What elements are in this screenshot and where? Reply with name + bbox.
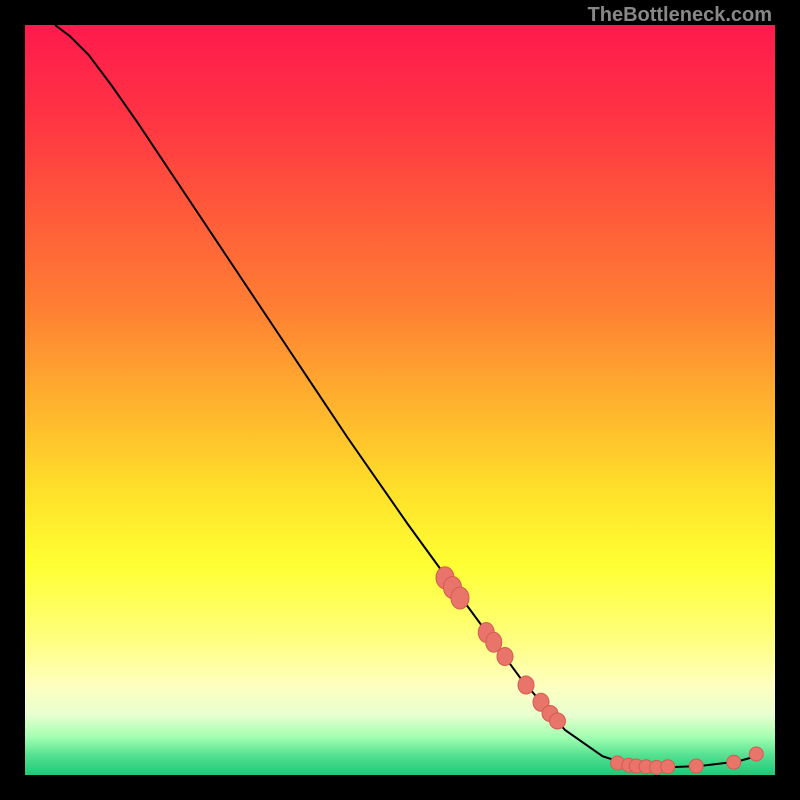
- bottleneck-chart: [25, 25, 775, 775]
- data-marker: [661, 760, 675, 774]
- watermark-text: TheBottleneck.com: [588, 4, 772, 27]
- main-curve: [55, 25, 756, 768]
- chart-curve-layer: [25, 25, 775, 775]
- data-marker: [689, 759, 703, 773]
- data-marker: [451, 587, 469, 609]
- data-marker: [550, 713, 566, 729]
- data-marker: [749, 747, 763, 761]
- data-marker: [486, 632, 502, 652]
- data-marker: [497, 648, 513, 666]
- data-marker: [727, 755, 741, 769]
- data-marker: [518, 676, 534, 694]
- marker-group: [436, 567, 763, 775]
